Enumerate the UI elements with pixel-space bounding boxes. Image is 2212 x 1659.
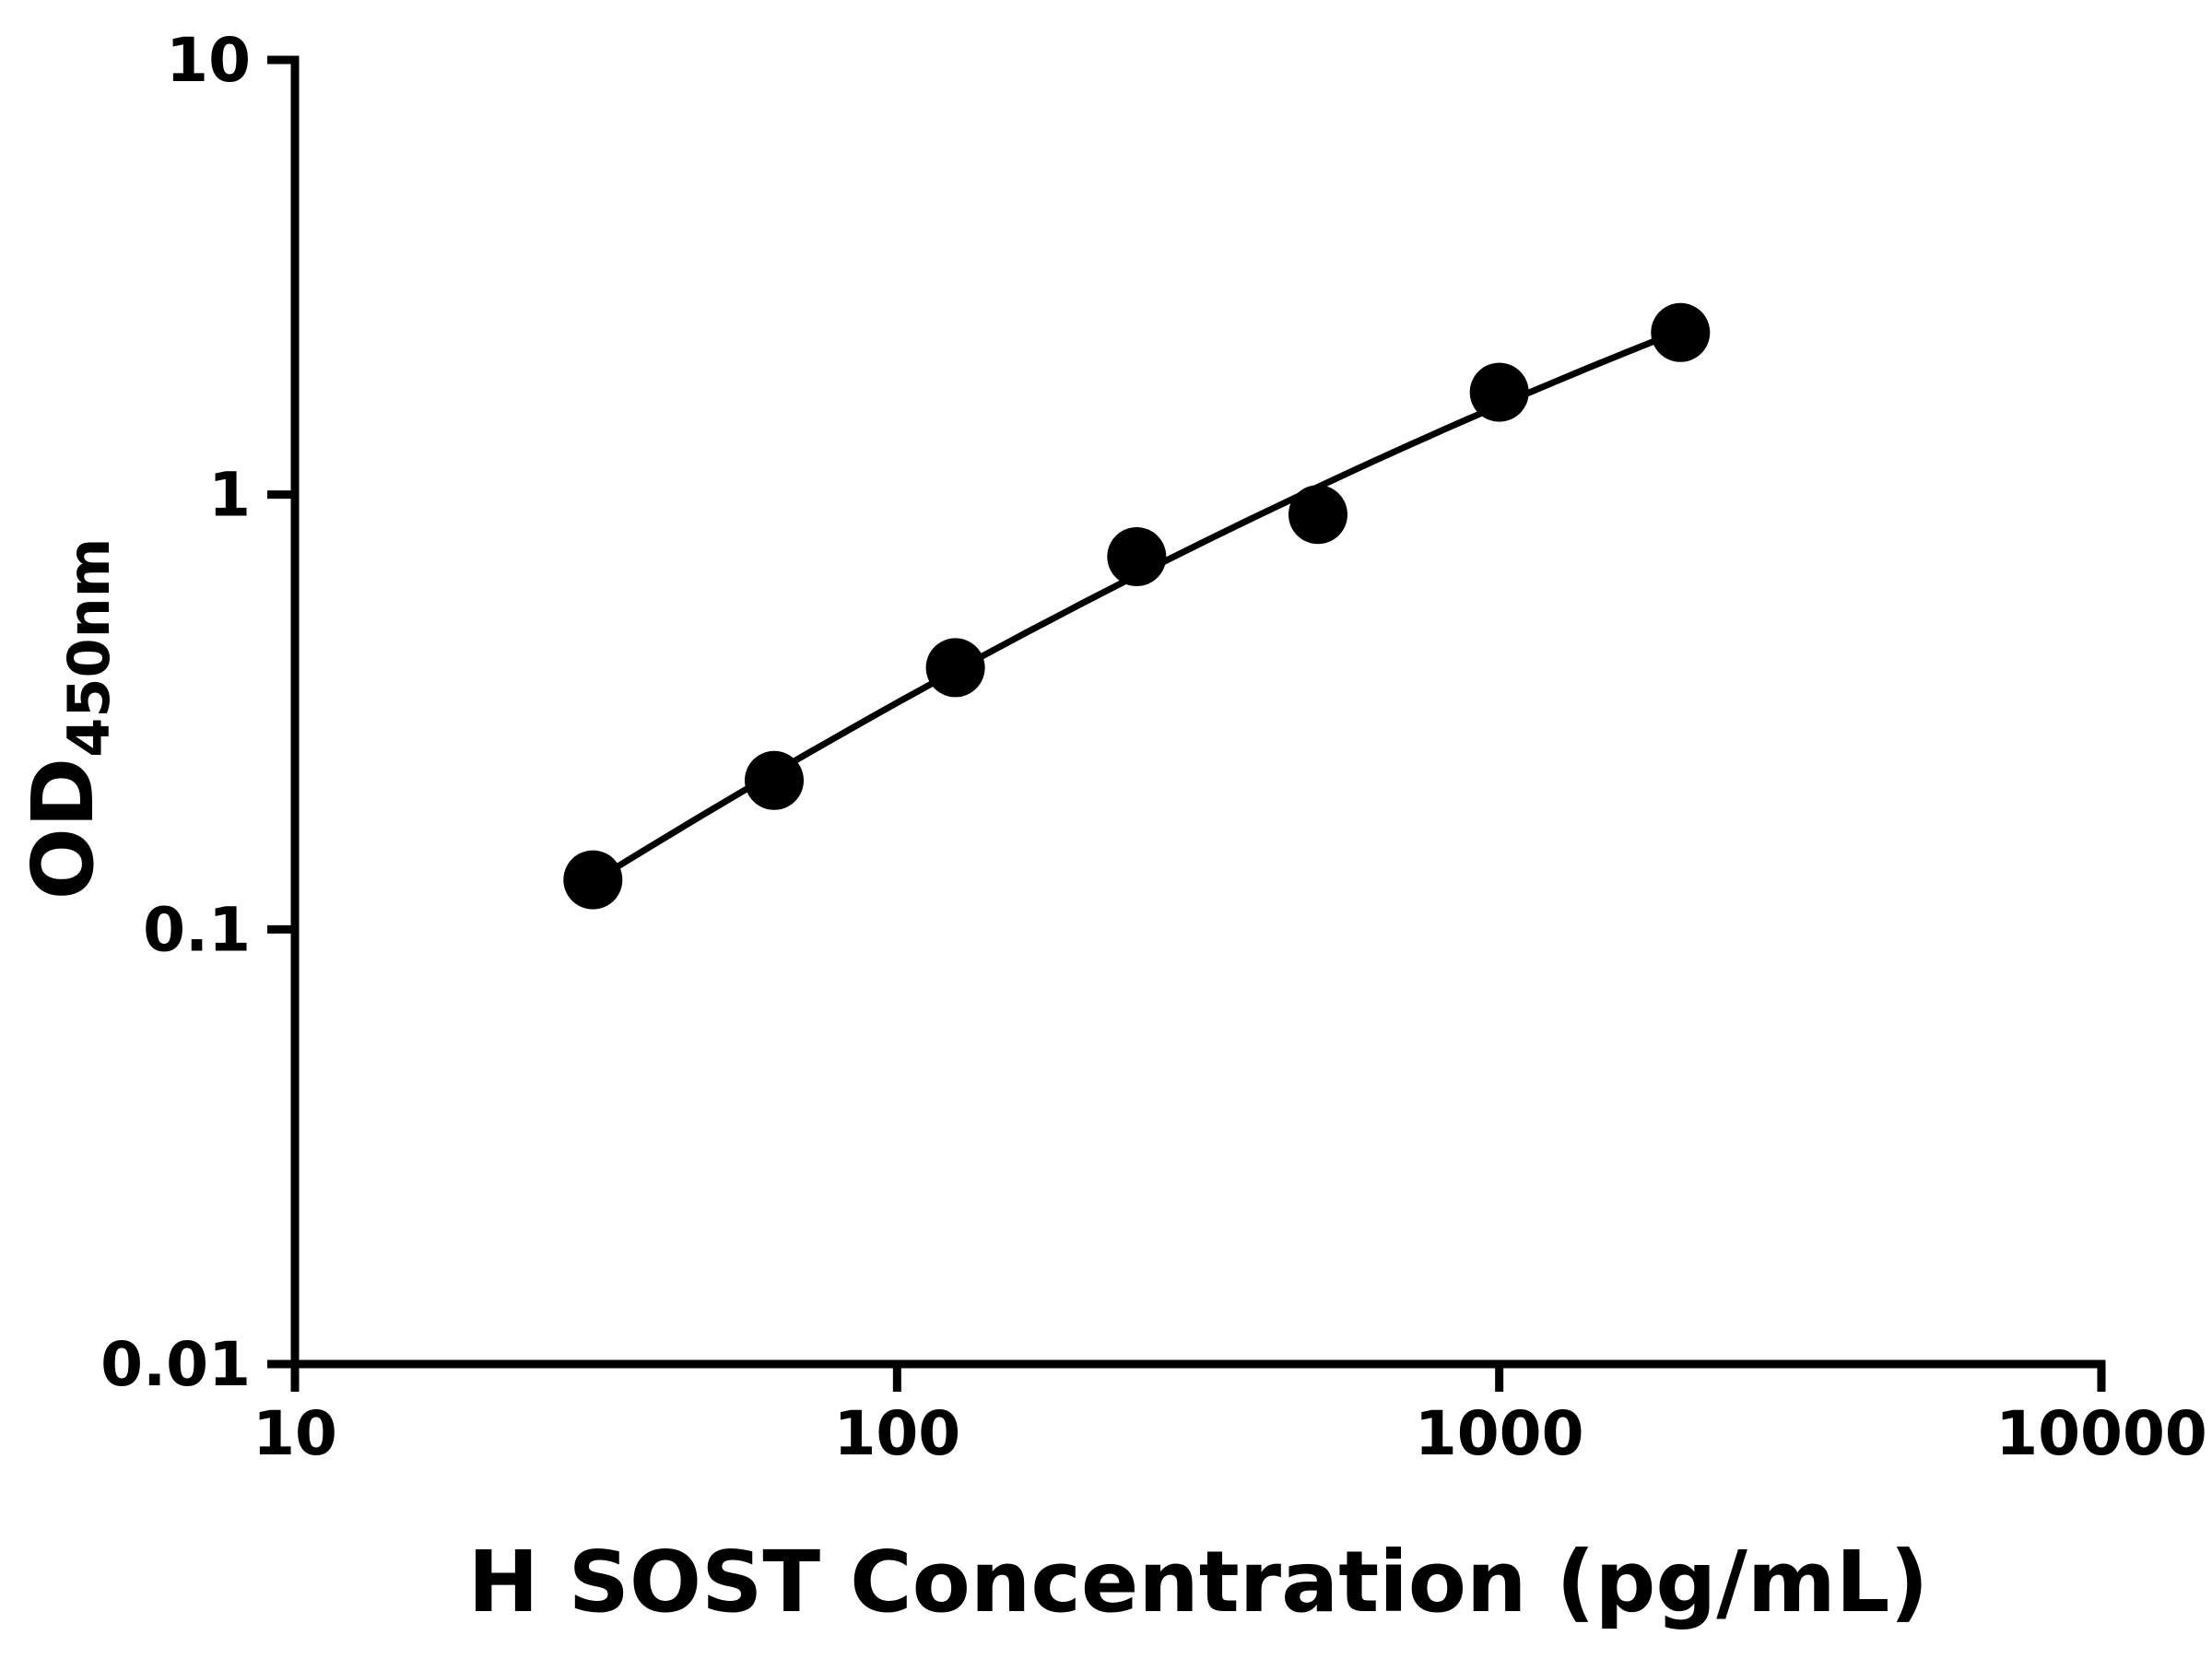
y-axis-title-main: OD [14,758,112,900]
y-tick-label: 0.1 [143,894,251,965]
data-point [1288,485,1347,545]
data-point [1651,302,1711,362]
data-point [1469,362,1529,422]
x-tick-label: 1000 [1415,1398,1584,1469]
data-point [745,750,804,810]
y-tick-label: 1 [208,460,251,531]
x-tick-label: 10 [253,1398,337,1469]
data-point [925,638,985,698]
y-axis-title: OD450nm [14,538,123,900]
data-point [1107,527,1167,586]
x-axis-title: H SOST Concentration (pg/mL) [468,1533,1929,1631]
plot-area: 10 100 1000 10000 0.01 0.1 1 10 [100,25,2207,1469]
x-tick-label: 10000 [1995,1398,2207,1469]
y-tick-label: 10 [166,25,251,96]
x-tick-label: 100 [833,1398,960,1469]
y-axis-title-subscript: 450nm [55,538,123,758]
data-point [563,850,623,910]
y-tick-label: 0.01 [100,1329,251,1400]
